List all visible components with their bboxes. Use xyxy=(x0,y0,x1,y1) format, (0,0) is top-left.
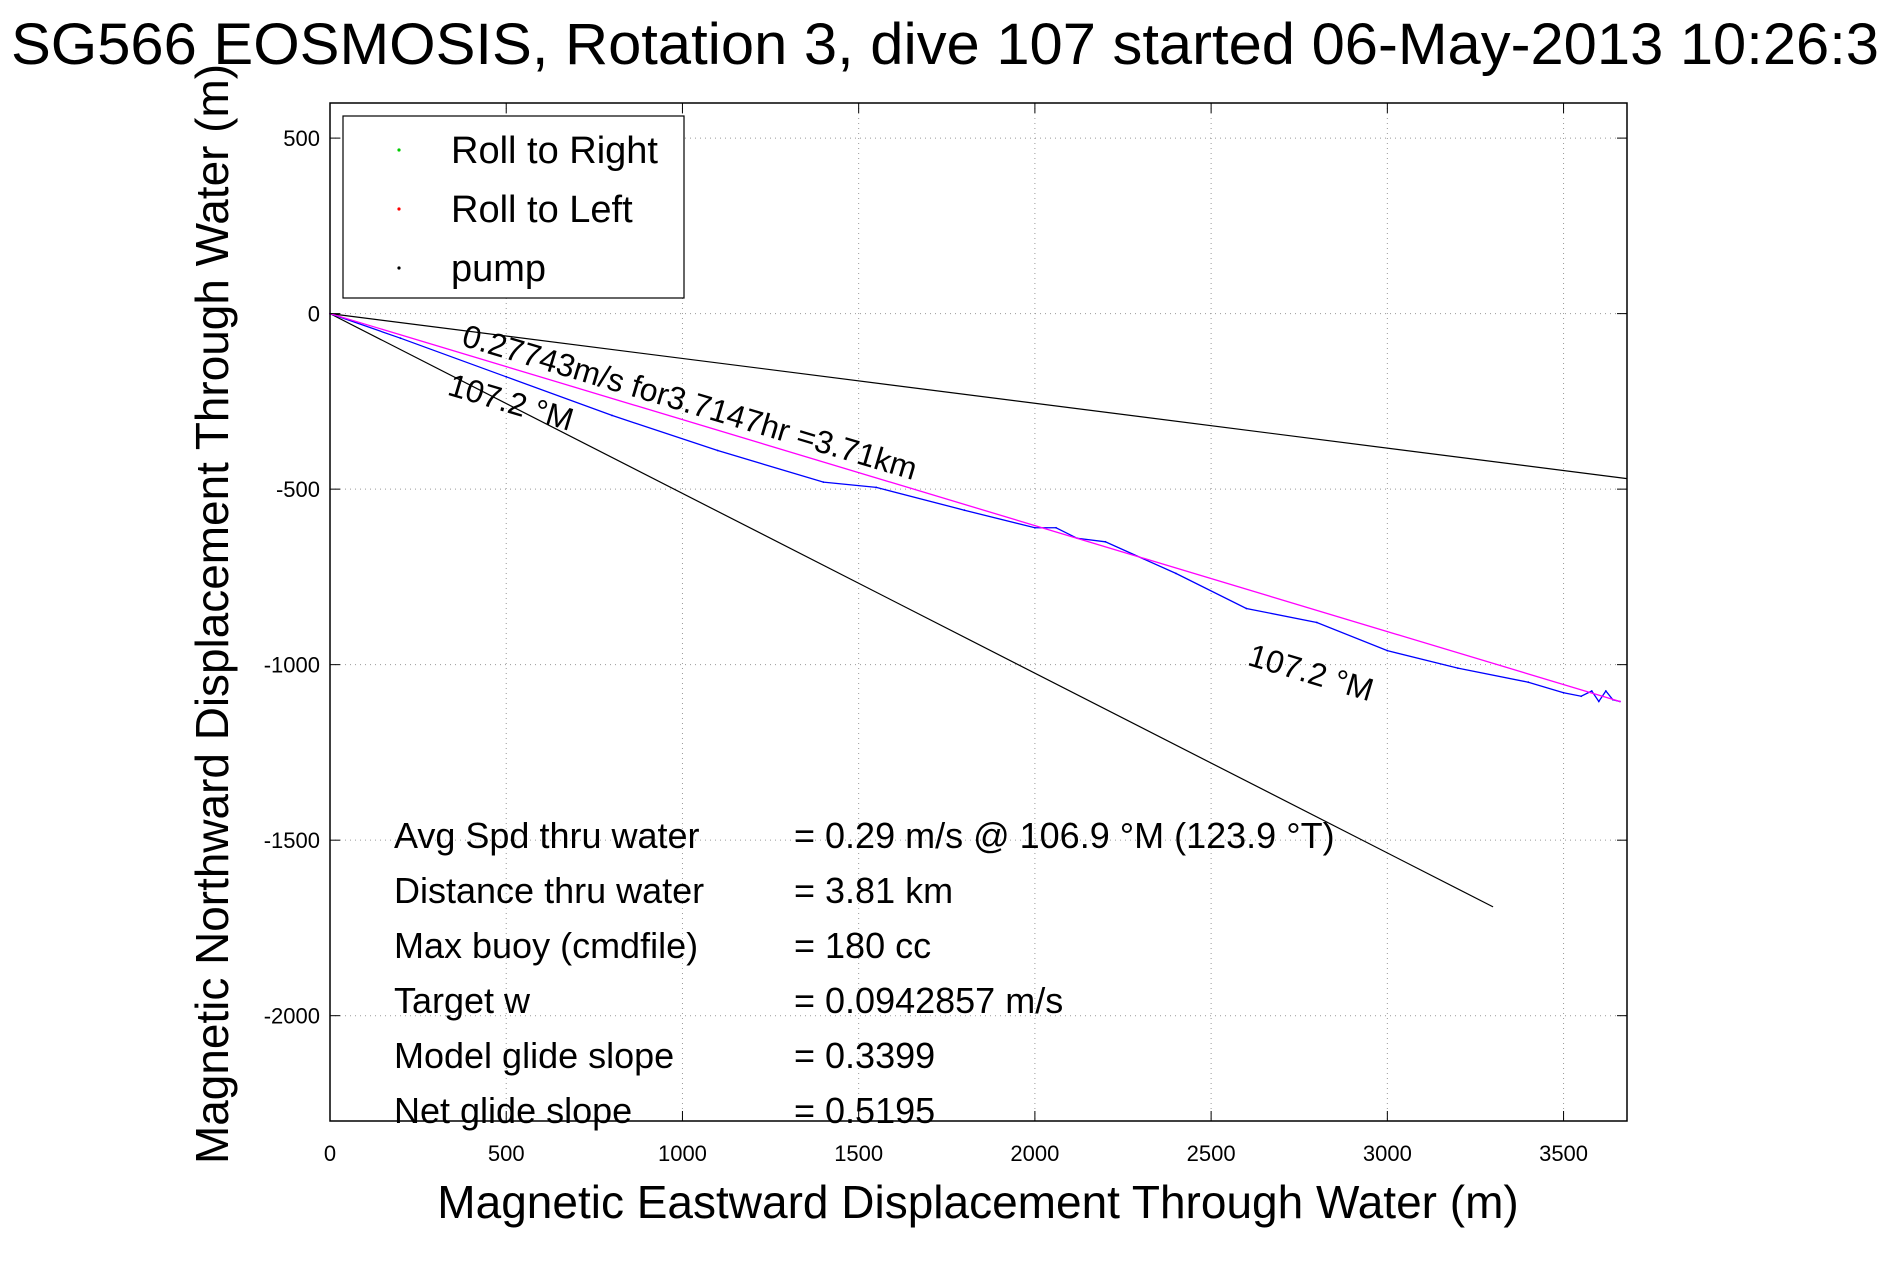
legend-marker xyxy=(397,148,401,152)
track-point xyxy=(505,375,508,378)
x-tick-label: 1500 xyxy=(834,1141,883,1166)
axes-frame xyxy=(329,102,1628,1122)
track-point xyxy=(399,337,402,340)
stat-value: = 180 cc xyxy=(794,925,931,966)
y-tick-label: -500 xyxy=(276,477,320,502)
x-tick-label: 2500 xyxy=(1187,1141,1236,1166)
reference-line xyxy=(329,313,1628,480)
reference-line xyxy=(329,313,1494,908)
y-tick-label: 0 xyxy=(308,302,320,327)
x-axis-label: Magnetic Eastward Displacement Through W… xyxy=(437,1176,1518,1228)
chart-title: SG566 EOSMOSIS, Rotation 3, dive 107 sta… xyxy=(11,12,1879,77)
track-point xyxy=(1619,700,1621,703)
track-point xyxy=(1104,540,1107,543)
plot-lines xyxy=(329,312,1628,908)
y-tick-label: -1000 xyxy=(264,653,320,678)
stats-block: Avg Spd thru water = 0.29 m/s @ 106.9 °M … xyxy=(394,815,1335,1131)
track-point xyxy=(1033,526,1036,529)
x-tick-label: 2000 xyxy=(1010,1141,1059,1166)
track-point xyxy=(1590,690,1593,692)
legend-marker xyxy=(397,266,401,270)
stat-label: Model glide slope xyxy=(394,1035,674,1076)
stat-value: = 0.29 m/s @ 106.9 °M (123.9 °T) xyxy=(794,815,1335,856)
y-axis-label: Magnetic Northward Displacement Through … xyxy=(186,64,238,1164)
legend: Roll to Right Roll to Left pump xyxy=(342,115,685,299)
axis-ticks: 0 500 1000 1500 2000 2500 3000 3500 500 0 -500 -100… xyxy=(264,103,1627,1166)
y-tick-label: -1500 xyxy=(264,828,320,853)
stat-label: Max buoy (cmdfile) xyxy=(394,925,698,966)
x-tick-label: 3000 xyxy=(1363,1141,1412,1166)
stat-value: = 0.0942857 m/s xyxy=(794,980,1063,1021)
track-point xyxy=(1597,700,1600,703)
stat-label: Distance thru water xyxy=(394,870,704,911)
x-tick-label: 1000 xyxy=(658,1141,707,1166)
track-point xyxy=(1527,681,1530,684)
x-tick-label: 0 xyxy=(324,1141,336,1166)
track-point xyxy=(1580,695,1583,698)
legend-marker xyxy=(397,207,401,211)
legend-label: Roll to Right xyxy=(451,130,658,172)
stat-value: = 0.5195 xyxy=(794,1090,935,1131)
stat-value: = 0.3399 xyxy=(794,1035,935,1076)
x-tick-label: 500 xyxy=(488,1141,525,1166)
track-line xyxy=(329,312,1621,703)
stat-value: = 3.81 km xyxy=(794,870,953,911)
legend-label: Roll to Left xyxy=(451,189,633,231)
track-point xyxy=(1456,667,1459,670)
track-point xyxy=(1315,621,1318,624)
track-point xyxy=(1055,526,1057,529)
y-tick-label: 500 xyxy=(283,126,320,151)
track-point xyxy=(822,481,825,484)
x-tick-label: 3500 xyxy=(1539,1141,1588,1166)
track-point xyxy=(875,486,878,489)
track-point xyxy=(611,414,613,417)
grid-lines xyxy=(329,103,1627,1121)
track-point xyxy=(1562,691,1565,694)
legend-label: pump xyxy=(451,248,546,290)
stat-label: Avg Spd thru water xyxy=(394,815,700,856)
track-point xyxy=(1386,649,1389,652)
track-point xyxy=(716,449,719,452)
y-tick-label: -2000 xyxy=(264,1004,320,1029)
track-point xyxy=(1174,572,1177,575)
stat-label: Target w xyxy=(394,980,531,1021)
stat-label: Net glide slope xyxy=(394,1090,632,1131)
track-point xyxy=(963,509,966,512)
track-point xyxy=(1245,607,1248,610)
track-point xyxy=(1604,690,1607,692)
